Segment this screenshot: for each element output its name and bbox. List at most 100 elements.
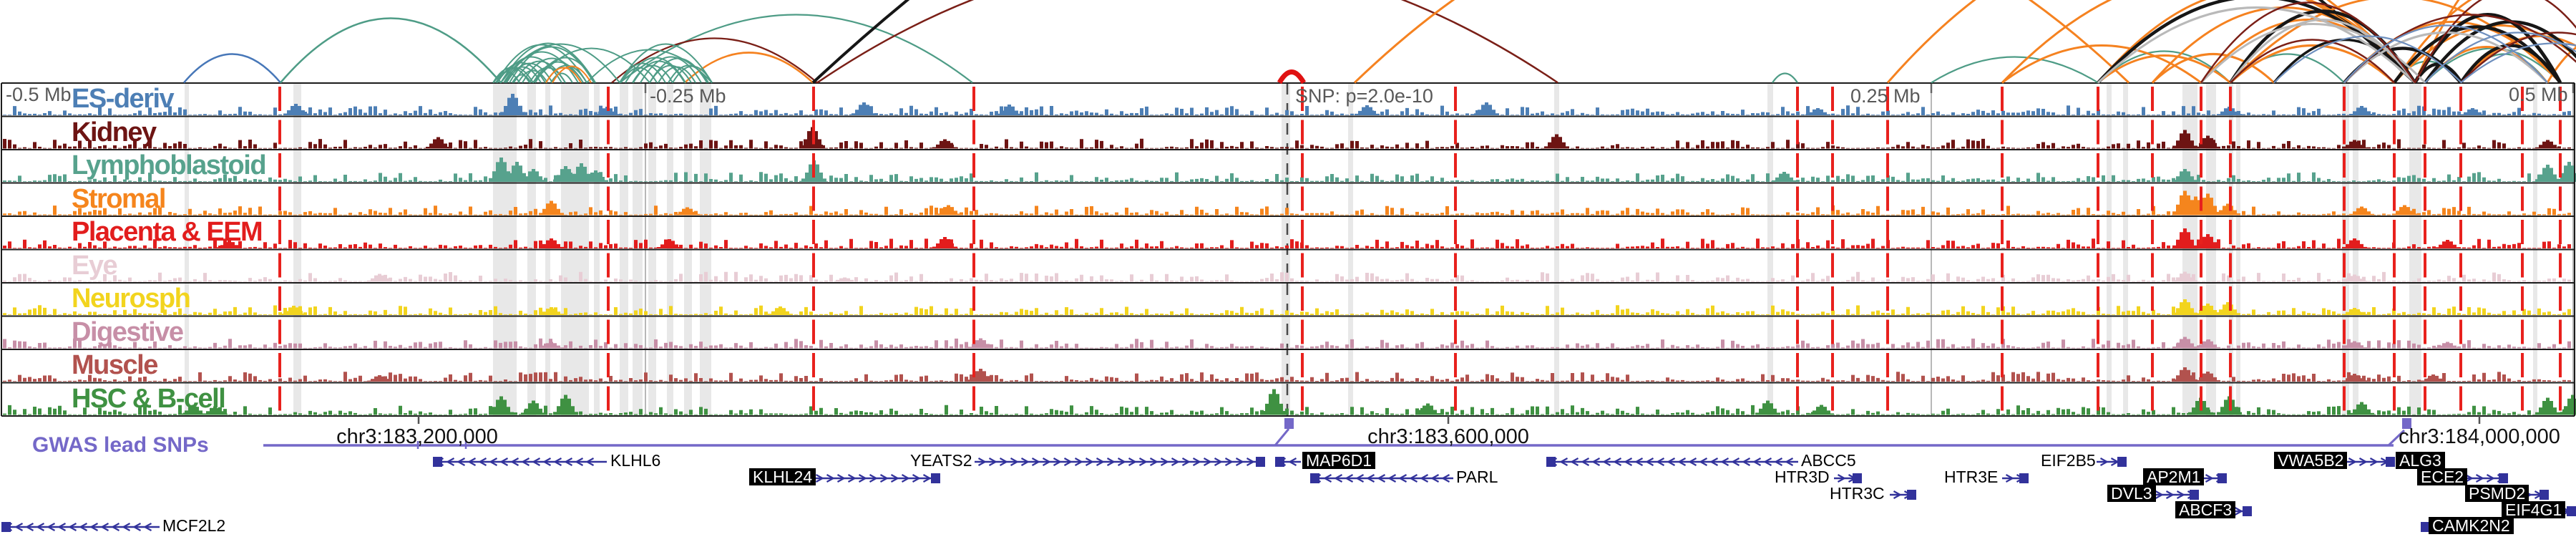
interaction-arc: [2097, 0, 2416, 84]
gwas-snp-marker: [1284, 418, 1294, 429]
signal-track-es-deriv: [3, 94, 2571, 115]
interaction-arc: [2460, 42, 2576, 84]
track-label-placenta-eem: Placenta & EEM: [72, 217, 263, 247]
interaction-arc: [649, 57, 708, 84]
interaction-arc: [2273, 35, 2462, 84]
interaction-arc: [611, 37, 818, 84]
track-label-hsc-b-cell: HSC & B-cell: [72, 383, 226, 414]
coordinate-label: chr3:184,000,000: [2399, 425, 2560, 448]
interaction-arc: [619, 62, 666, 84]
snp-pvalue-annotation: SNP: p=2.0e-10: [1295, 85, 1433, 107]
track-label-lymphoblastoid: Lymphoblastoid: [72, 150, 267, 180]
interaction-arc: [672, 65, 713, 84]
interaction-arc: [1772, 72, 1798, 84]
interaction-arc: [2230, 39, 2395, 84]
interaction-arc: [1353, 0, 2130, 84]
interaction-arc: [2459, 44, 2562, 84]
gene-label-eif2b5: EIF2B5: [2041, 451, 2096, 470]
signal-track-hsc-b-cell: [3, 389, 2576, 415]
gwas-lead-snps-label: GWAS lead SNPs: [32, 433, 209, 457]
gene-label-alg3: ALG3: [2396, 452, 2445, 469]
interaction-arc: [2229, 19, 2416, 84]
interaction-arc: [552, 65, 592, 84]
interaction-arc: [280, 17, 502, 84]
gene-label-parl: PARL: [1456, 468, 1498, 486]
gene-klhl6: [433, 457, 607, 467]
gene-ece2: [2462, 473, 2508, 483]
interaction-arc: [2546, 46, 2576, 84]
gene-label-ap2m1: AP2M1: [2143, 468, 2205, 485]
signal-track-digestive: [3, 337, 2571, 349]
gene-label-vwa5b2: VWA5B2: [2274, 452, 2348, 469]
track-label-kidney: Kidney: [72, 117, 157, 147]
gene-label-mcf2l2: MCF2L2: [162, 516, 226, 535]
interaction-arc: [517, 69, 548, 84]
interaction-arc: [619, 43, 713, 84]
interaction-arc: [633, 60, 686, 84]
interaction-arc: [2273, 38, 2416, 84]
signal-track-neurosph: [3, 299, 2571, 315]
gene-abcc5: [1546, 457, 1798, 467]
gene-eif2b5: [2097, 457, 2127, 467]
gene-label-ece2: ECE2: [2417, 468, 2468, 485]
signal-track-kidney: [3, 127, 2571, 149]
interaction-arc: [816, 0, 1558, 84]
signal-tracks: [3, 94, 2576, 415]
gene-camk2n2: [2421, 522, 2430, 532]
interaction-arc: [2097, 0, 2416, 84]
gene-ap2m1: [2202, 473, 2227, 483]
coordinate-label: chr3:183,200,000: [336, 425, 498, 448]
interaction-arcs: [183, 0, 2576, 84]
gene-label-klhl24: KLHL24: [749, 468, 816, 485]
interaction-arc: [500, 42, 596, 84]
signal-track-eye: [3, 271, 2571, 282]
interaction-arc: [2343, 24, 2548, 84]
track-label-es-deriv: ES-deriv: [72, 84, 175, 114]
gene-htr3c: [1890, 490, 1916, 500]
signal-track-muscle: [3, 367, 2571, 382]
gene-mcf2l2: [1, 522, 160, 532]
gene-klhl24: [812, 473, 940, 483]
interaction-arc: [529, 67, 566, 84]
gene-label-abcf3: ABCF3: [2175, 501, 2236, 518]
interaction-arc: [2459, 35, 2576, 84]
interaction-arc: [497, 67, 534, 84]
gene-label-eif4g1: EIF4G1: [2502, 501, 2566, 518]
track-label-digestive: Digestive: [72, 316, 184, 347]
signal-track-placenta-eem: [3, 228, 2571, 248]
gene-vwa5b2: [2345, 457, 2395, 467]
scale-label: -0.5 Mb: [6, 84, 72, 105]
interaction-arc: [183, 53, 281, 84]
gene-yeats2: [975, 457, 1265, 467]
scale-label: -0.25 Mb: [650, 85, 726, 107]
interaction-arc: [2097, 6, 2416, 84]
signal-track-stromal: [3, 190, 2571, 216]
gene-label-klhl6: KLHL6: [610, 451, 661, 470]
gene-htr3e: [2002, 473, 2029, 483]
interaction-arc: [2414, 0, 2576, 84]
interaction-arc: [2424, 32, 2576, 84]
gene-label-abcc5: ABCC5: [1801, 451, 1856, 470]
signal-track-lymphoblastoid: [3, 158, 2576, 182]
track-label-eye: Eye: [72, 250, 118, 281]
coordinate-ticks: [417, 416, 2481, 424]
interaction-arc: [1931, 56, 2099, 84]
gene-label-htr3d: HTR3D: [1775, 468, 1830, 486]
interaction-arc: [2393, 0, 2472, 84]
interaction-arc: [668, 64, 709, 84]
anchor-lines: [278, 87, 2562, 415]
gene-label-dvl3: DVL3: [2107, 485, 2156, 502]
gene-dvl3: [2152, 490, 2199, 500]
interaction-arc: [619, 14, 973, 84]
interaction-arc: [640, 56, 702, 84]
interaction-arc: [550, 72, 573, 84]
gene-models: [1, 457, 2576, 532]
gwas-lead-snp-line: [263, 418, 2411, 449]
track-label-muscle: Muscle: [72, 350, 158, 380]
gene-label-psmd2: PSMD2: [2465, 485, 2529, 502]
gene-label-yeats2: YEATS2: [910, 451, 972, 470]
gwas-snp-marker: [2402, 418, 2411, 429]
interaction-arc: [535, 57, 596, 84]
